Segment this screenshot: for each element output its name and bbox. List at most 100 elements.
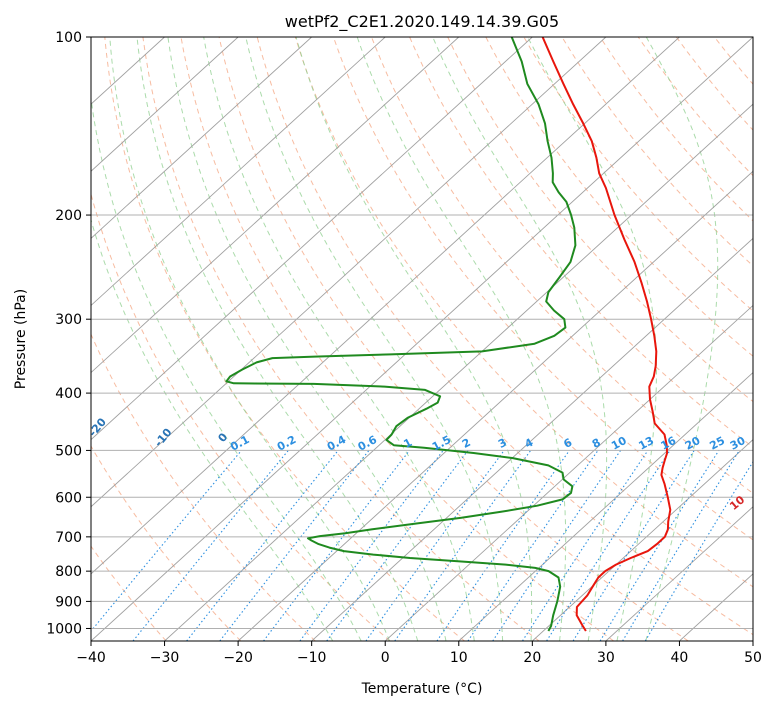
moist-adiabat [109,37,390,641]
dry-adiabat [714,37,753,85]
mixing-ratio-label: 2 [460,436,473,451]
mixing-ratio-label: 20 [683,434,703,453]
dry-adiabat [91,333,316,641]
moist-adiabat [245,37,504,641]
y-tick-label: 800 [55,564,82,580]
dry-adiabat [371,37,753,494]
dry-adiabat [294,37,753,588]
profile-dewpoint [225,37,577,632]
isotherm-line [458,371,753,641]
mixing-ratio-line [492,450,622,641]
moist-adiabat [91,94,362,641]
y-axis-title: Pressure (hPa) [13,289,29,389]
mixing-ratio-line [436,450,570,641]
dry-adiabat [91,192,391,641]
x-tick-label: 0 [381,650,390,666]
y-tick-label: 900 [55,594,82,610]
dry-adiabat-label: -20 [86,415,109,439]
profile-temperature [541,37,672,632]
y-tick-label: 600 [55,490,82,506]
x-tick-label: 40 [671,650,689,666]
isotherm-line [605,506,753,641]
dry-adiabat [599,37,753,222]
y-tick-label: 500 [55,443,82,459]
isotherm-line [91,37,239,172]
x-tick-label: 30 [597,650,615,666]
x-tick-label: −40 [76,650,106,666]
mixing-ratio-label: 30 [728,434,748,453]
isotherm-line [91,37,680,575]
moist-adiabat [432,37,608,641]
dry-adiabat [561,37,753,267]
profile-lines [225,37,672,632]
x-tick-label: 10 [450,650,468,666]
chart-title: wetPf2_C2E1.2020.149.14.39.G05 [285,12,559,32]
mixing-ratio-line [467,450,599,641]
isotherm-line [91,37,753,641]
x-tick-label: −30 [150,650,180,666]
mixing-ratio-label: 10 [609,434,629,453]
mixing-ratio-line [365,450,505,641]
isotherm-line [164,103,753,641]
moist-adiabat [645,37,719,641]
dry-adiabat [256,37,753,636]
moist-adiabat [203,37,475,641]
isotherm-line [752,640,753,641]
dry-adiabat [180,37,614,641]
isotherm-line [91,37,607,508]
mixing-ratio-label: 13 [636,434,656,453]
mixing-ratio-line [522,450,649,641]
mixing-ratio-line [132,450,289,641]
y-tick-label: 300 [55,312,82,328]
dry-adiabat-label: -10 [152,426,175,450]
dry-adiabat [332,37,753,541]
mixing-ratio-line [394,450,532,641]
plot-frame [90,36,754,642]
mixing-ratio-line [622,450,740,641]
mixing-ratio-line [299,450,444,641]
mixing-ratio-label: 1 [401,436,414,451]
mixing-ratio-line [263,450,410,641]
mixing-ratio-line [599,450,720,641]
isotherm-line [384,304,753,641]
moist-adiabat [167,37,447,641]
dry-adiabat [447,37,753,403]
x-tick-label: 50 [744,650,762,666]
isotherm-line [91,37,533,441]
isotherm-line [532,439,753,641]
mixing-ratio-label: 3 [496,436,509,451]
x-axis-title: Temperature (°C) [361,681,483,697]
y-tick-label: 700 [55,530,82,546]
isotherm-line [91,37,312,239]
moist-adiabat [91,218,334,641]
mixing-ratio-label: 25 [707,434,727,453]
y-tick-label: 1000 [46,621,82,637]
moist-adiabat [295,37,533,641]
mixing-ratio-line [326,450,469,641]
mixing-ratio-line [546,450,671,641]
dry-adiabat [218,37,689,641]
moist-adiabat [136,37,419,641]
isoline-labels: 0.1 0.2 0.4 0.6 1 1.5 2 3 4 6 8 10 13 16 20 25 30-20 -10 0… [86,415,748,513]
y-tick-label: 100 [55,30,82,46]
dry-adiabat [142,37,540,641]
mixing-ratio-line [572,450,695,641]
x-tick-label: 20 [523,650,541,666]
x-tick-label: −20 [223,650,253,666]
mixing-ratio-line [186,450,339,641]
isotherm-line [311,237,753,641]
axis-ticks: −40 −30 −20 −10 0 10 20 30 40 50 1000 900 800 700 600 5… [46,30,762,666]
mixing-ratio-label: 8 [590,436,603,451]
y-tick-label: 400 [55,386,82,402]
isotherm-line [91,37,386,307]
mixing-ratio-label: 6 [561,436,574,451]
isotherm-line [91,37,460,374]
dry-adiabat [91,445,242,641]
mixing-ratio-label: 16 [659,434,679,453]
dry-adiabat [409,37,753,448]
x-tick-label: −10 [297,650,327,666]
moist-adiabat [356,37,567,641]
dry-adiabat [752,37,753,39]
mixing-ratio-line [219,450,370,641]
isotherm-line [237,170,753,641]
